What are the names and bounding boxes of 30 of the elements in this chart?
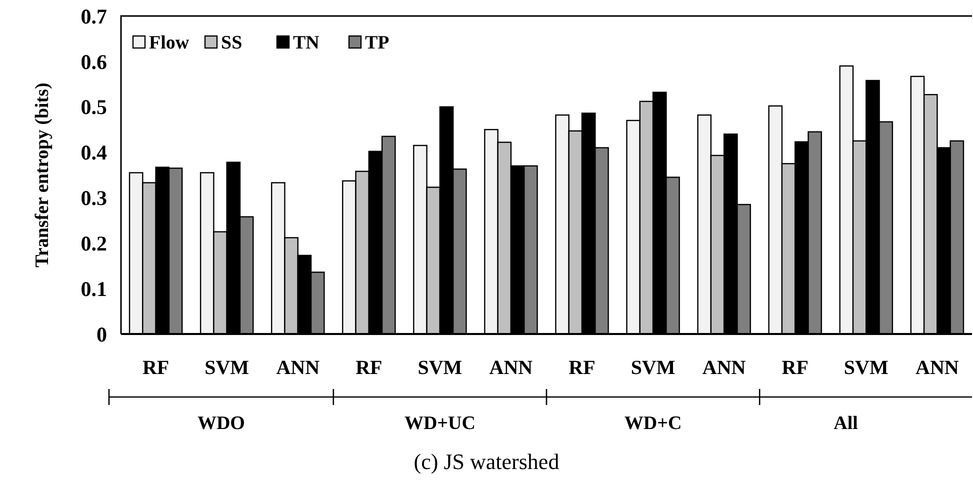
text: All	[834, 413, 858, 434]
x-tick-label: ANN	[276, 357, 320, 379]
x-tick-label: RF	[356, 357, 382, 379]
x-tick-label: ANN	[489, 357, 534, 379]
x-tick-label: RF	[782, 357, 808, 379]
legend-label: TN	[293, 32, 320, 54]
y-tick-label: 0.2	[80, 231, 107, 256]
text: WDO	[197, 413, 245, 434]
legend-label: Flow	[149, 32, 190, 54]
y-tick-label: 0.4	[80, 140, 108, 165]
y-tick-label: 0.5	[80, 95, 107, 120]
y-tick-label: 0.6	[80, 50, 107, 74]
x-tick-label: ANN	[916, 357, 960, 379]
text: (c) JS watershed	[414, 449, 560, 474]
x-tick-label: SVM	[204, 357, 250, 379]
x-tick-label: RF	[142, 357, 170, 379]
y-tick-label: 0.1	[80, 276, 107, 301]
y-axis-title: Transfer entropy (bits)	[32, 82, 53, 268]
x-tick-label: SVM	[630, 357, 676, 379]
legend-label: SS	[221, 32, 242, 54]
y-tick-label: 0.3	[80, 186, 107, 210]
text: WD+UC	[404, 413, 476, 434]
x-tick-label: SVM	[844, 357, 888, 379]
y-tick-label: 0.7	[80, 4, 107, 28]
x-tick-label: SVM	[418, 357, 462, 379]
text: WD+C	[624, 413, 682, 434]
y-tick-label: 0	[96, 322, 107, 346]
x-tick-label: RF	[568, 357, 596, 379]
legend-label: TP	[365, 32, 390, 54]
x-tick-label: ANN	[702, 357, 746, 379]
